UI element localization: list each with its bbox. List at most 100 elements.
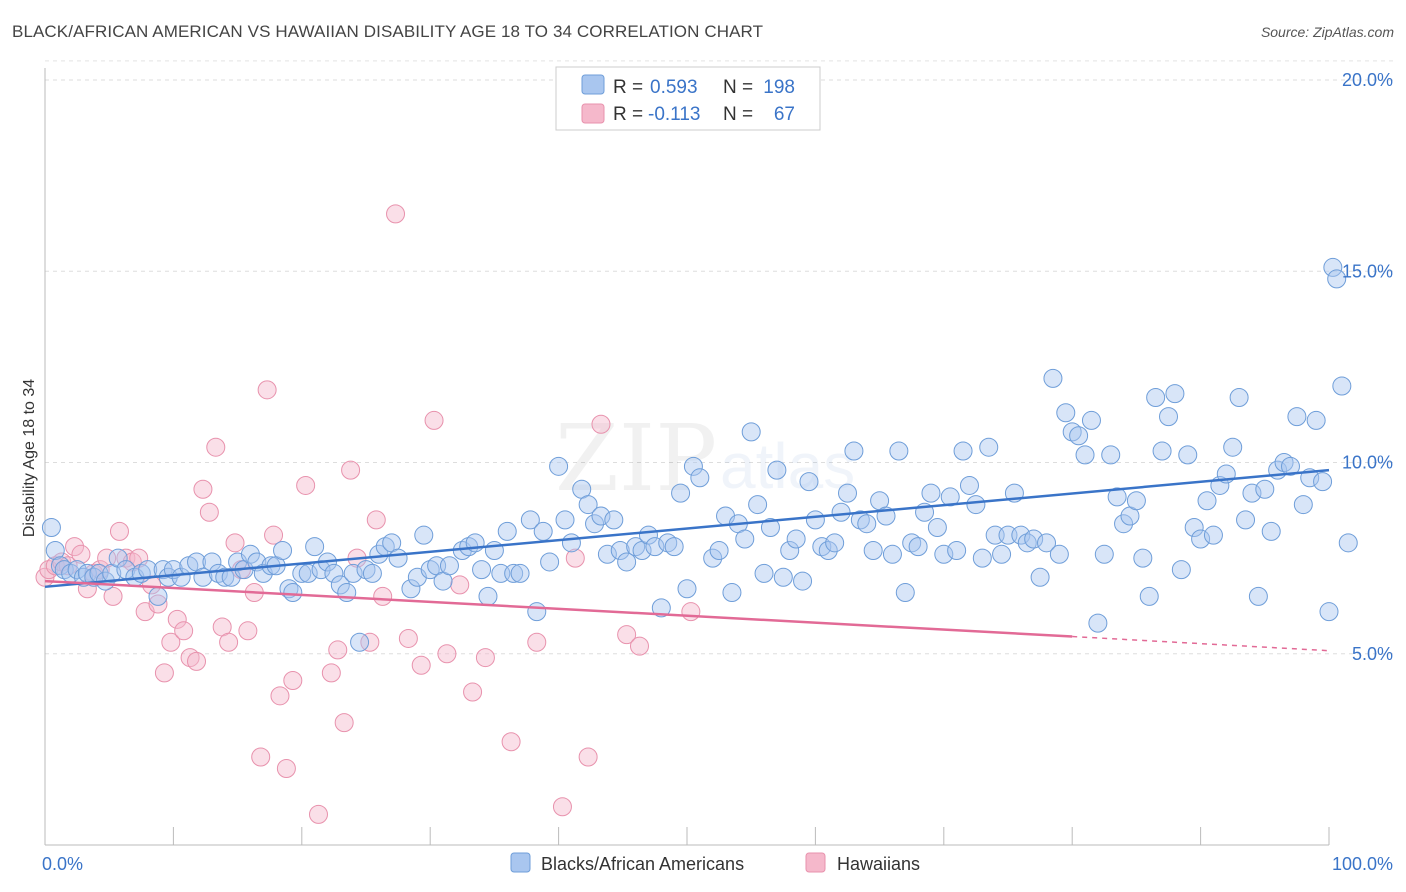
black-african-american-point	[953, 441, 973, 461]
black-african-american-point	[561, 533, 581, 553]
black-african-american-point	[1114, 514, 1134, 534]
black-african-american-point	[1248, 586, 1268, 606]
black-african-american-points	[41, 257, 1358, 652]
hawaiian-point	[264, 525, 284, 545]
black-african-american-point	[889, 441, 909, 461]
black-african-american-point	[510, 563, 530, 583]
black-african-american-point	[831, 502, 851, 522]
hawaiian-point	[296, 475, 316, 495]
black-african-american-point	[414, 525, 434, 545]
black-african-american-point	[273, 540, 293, 560]
correlation-legend: R = 0.593 N = 198 R = -0.113 N = 67	[555, 66, 821, 131]
black-african-american-point	[754, 563, 774, 583]
blue-trend-line	[44, 468, 1330, 589]
black-african-american-point	[1261, 521, 1281, 541]
black-african-american-point	[1191, 529, 1211, 549]
black-african-american-point	[818, 540, 838, 560]
black-african-american-point	[1056, 403, 1076, 423]
black-african-american-point	[703, 548, 723, 568]
black-african-american-point	[555, 510, 575, 530]
hawaiian-point	[154, 663, 174, 683]
hawaiian-point	[411, 655, 431, 675]
hawaiian-point	[617, 625, 637, 645]
hawaiian-point	[219, 632, 239, 652]
legend-r-value-blue: 0.593	[650, 77, 698, 98]
watermark-zip: ZIP	[555, 405, 717, 512]
hawaiian-point	[334, 713, 354, 733]
black-african-american-point	[610, 540, 630, 560]
hawaiian-point	[450, 575, 470, 595]
black-african-american-point	[1152, 441, 1172, 461]
black-african-american-point	[533, 521, 553, 541]
black-african-american-point	[741, 422, 761, 442]
black-african-american-point	[805, 510, 825, 530]
black-african-american-point	[401, 579, 421, 599]
black-african-american-point	[1069, 426, 1089, 446]
black-african-american-point	[41, 518, 61, 538]
black-african-american-point	[1094, 544, 1114, 564]
y-tick-label: 10.0%	[1342, 453, 1393, 473]
black-african-american-point	[793, 571, 813, 591]
black-african-american-point	[1293, 495, 1313, 515]
y-tick-label: 20.0%	[1342, 70, 1393, 90]
black-african-american-point	[591, 506, 611, 526]
black-african-american-point	[966, 495, 986, 515]
black-african-american-point	[240, 544, 260, 564]
black-african-american-point	[1255, 479, 1275, 499]
black-african-american-point	[1101, 445, 1121, 465]
bottom-legend-swatch-blue	[510, 852, 531, 873]
black-african-american-point	[527, 602, 547, 622]
black-african-american-point	[305, 537, 325, 557]
bottom-legend-swatch-pink	[805, 852, 826, 873]
black-african-american-point	[773, 567, 793, 587]
black-african-american-point	[651, 598, 671, 618]
black-african-american-point	[1178, 445, 1198, 465]
hawaiian-point	[167, 609, 187, 629]
x-tick-labels: 0.0% 100.0%	[42, 854, 1393, 874]
black-african-american-point	[722, 583, 742, 603]
black-african-american-point	[1323, 257, 1343, 277]
black-african-american-point	[780, 540, 800, 560]
black-african-american-point	[1332, 376, 1352, 396]
legend-n-value-blue: 198	[763, 77, 795, 98]
black-african-american-point	[45, 540, 65, 560]
black-african-american-point	[1081, 410, 1101, 430]
legend-n-value-pink: 67	[774, 104, 795, 125]
hawaiian-point	[565, 548, 585, 568]
black-african-american-point	[1037, 533, 1057, 553]
legend-n-label-blue: N =	[723, 77, 753, 98]
hawaiian-point	[366, 510, 386, 530]
black-african-american-point	[664, 537, 684, 557]
hawaiian-point	[681, 602, 701, 622]
hawaiian-point	[238, 621, 258, 641]
black-african-american-point	[283, 583, 303, 603]
black-african-american-point	[1338, 533, 1358, 553]
black-african-american-point	[992, 544, 1012, 564]
hawaiian-point	[341, 460, 361, 480]
black-african-american-point	[369, 544, 389, 564]
y-tick-labels: 5.0% 10.0% 15.0% 20.0%	[1342, 70, 1393, 664]
black-african-american-point	[690, 468, 710, 488]
bottom-legend-label-blue: Blacks/African Americans	[541, 854, 744, 874]
black-african-american-point	[1126, 491, 1146, 511]
black-african-american-point	[972, 548, 992, 568]
y-tick-label: 15.0%	[1342, 261, 1393, 281]
black-african-american-point	[825, 533, 845, 553]
trend-lines	[44, 468, 1330, 652]
black-african-american-point	[1043, 368, 1063, 388]
black-african-american-point	[1165, 384, 1185, 404]
black-african-american-point	[709, 540, 729, 560]
black-african-american-point	[940, 487, 960, 507]
hawaiian-point	[187, 651, 207, 671]
black-african-american-point	[1088, 613, 1108, 633]
hawaiian-point	[65, 537, 85, 557]
black-african-american-point	[1319, 602, 1339, 622]
black-african-american-point	[1203, 525, 1223, 545]
legend-swatch-pink	[581, 103, 605, 124]
hawaiian-point	[71, 544, 91, 564]
black-african-american-point	[67, 560, 87, 580]
hawaiian-point	[463, 682, 483, 702]
hawaiian-point	[193, 479, 213, 499]
black-african-american-point	[1133, 548, 1153, 568]
